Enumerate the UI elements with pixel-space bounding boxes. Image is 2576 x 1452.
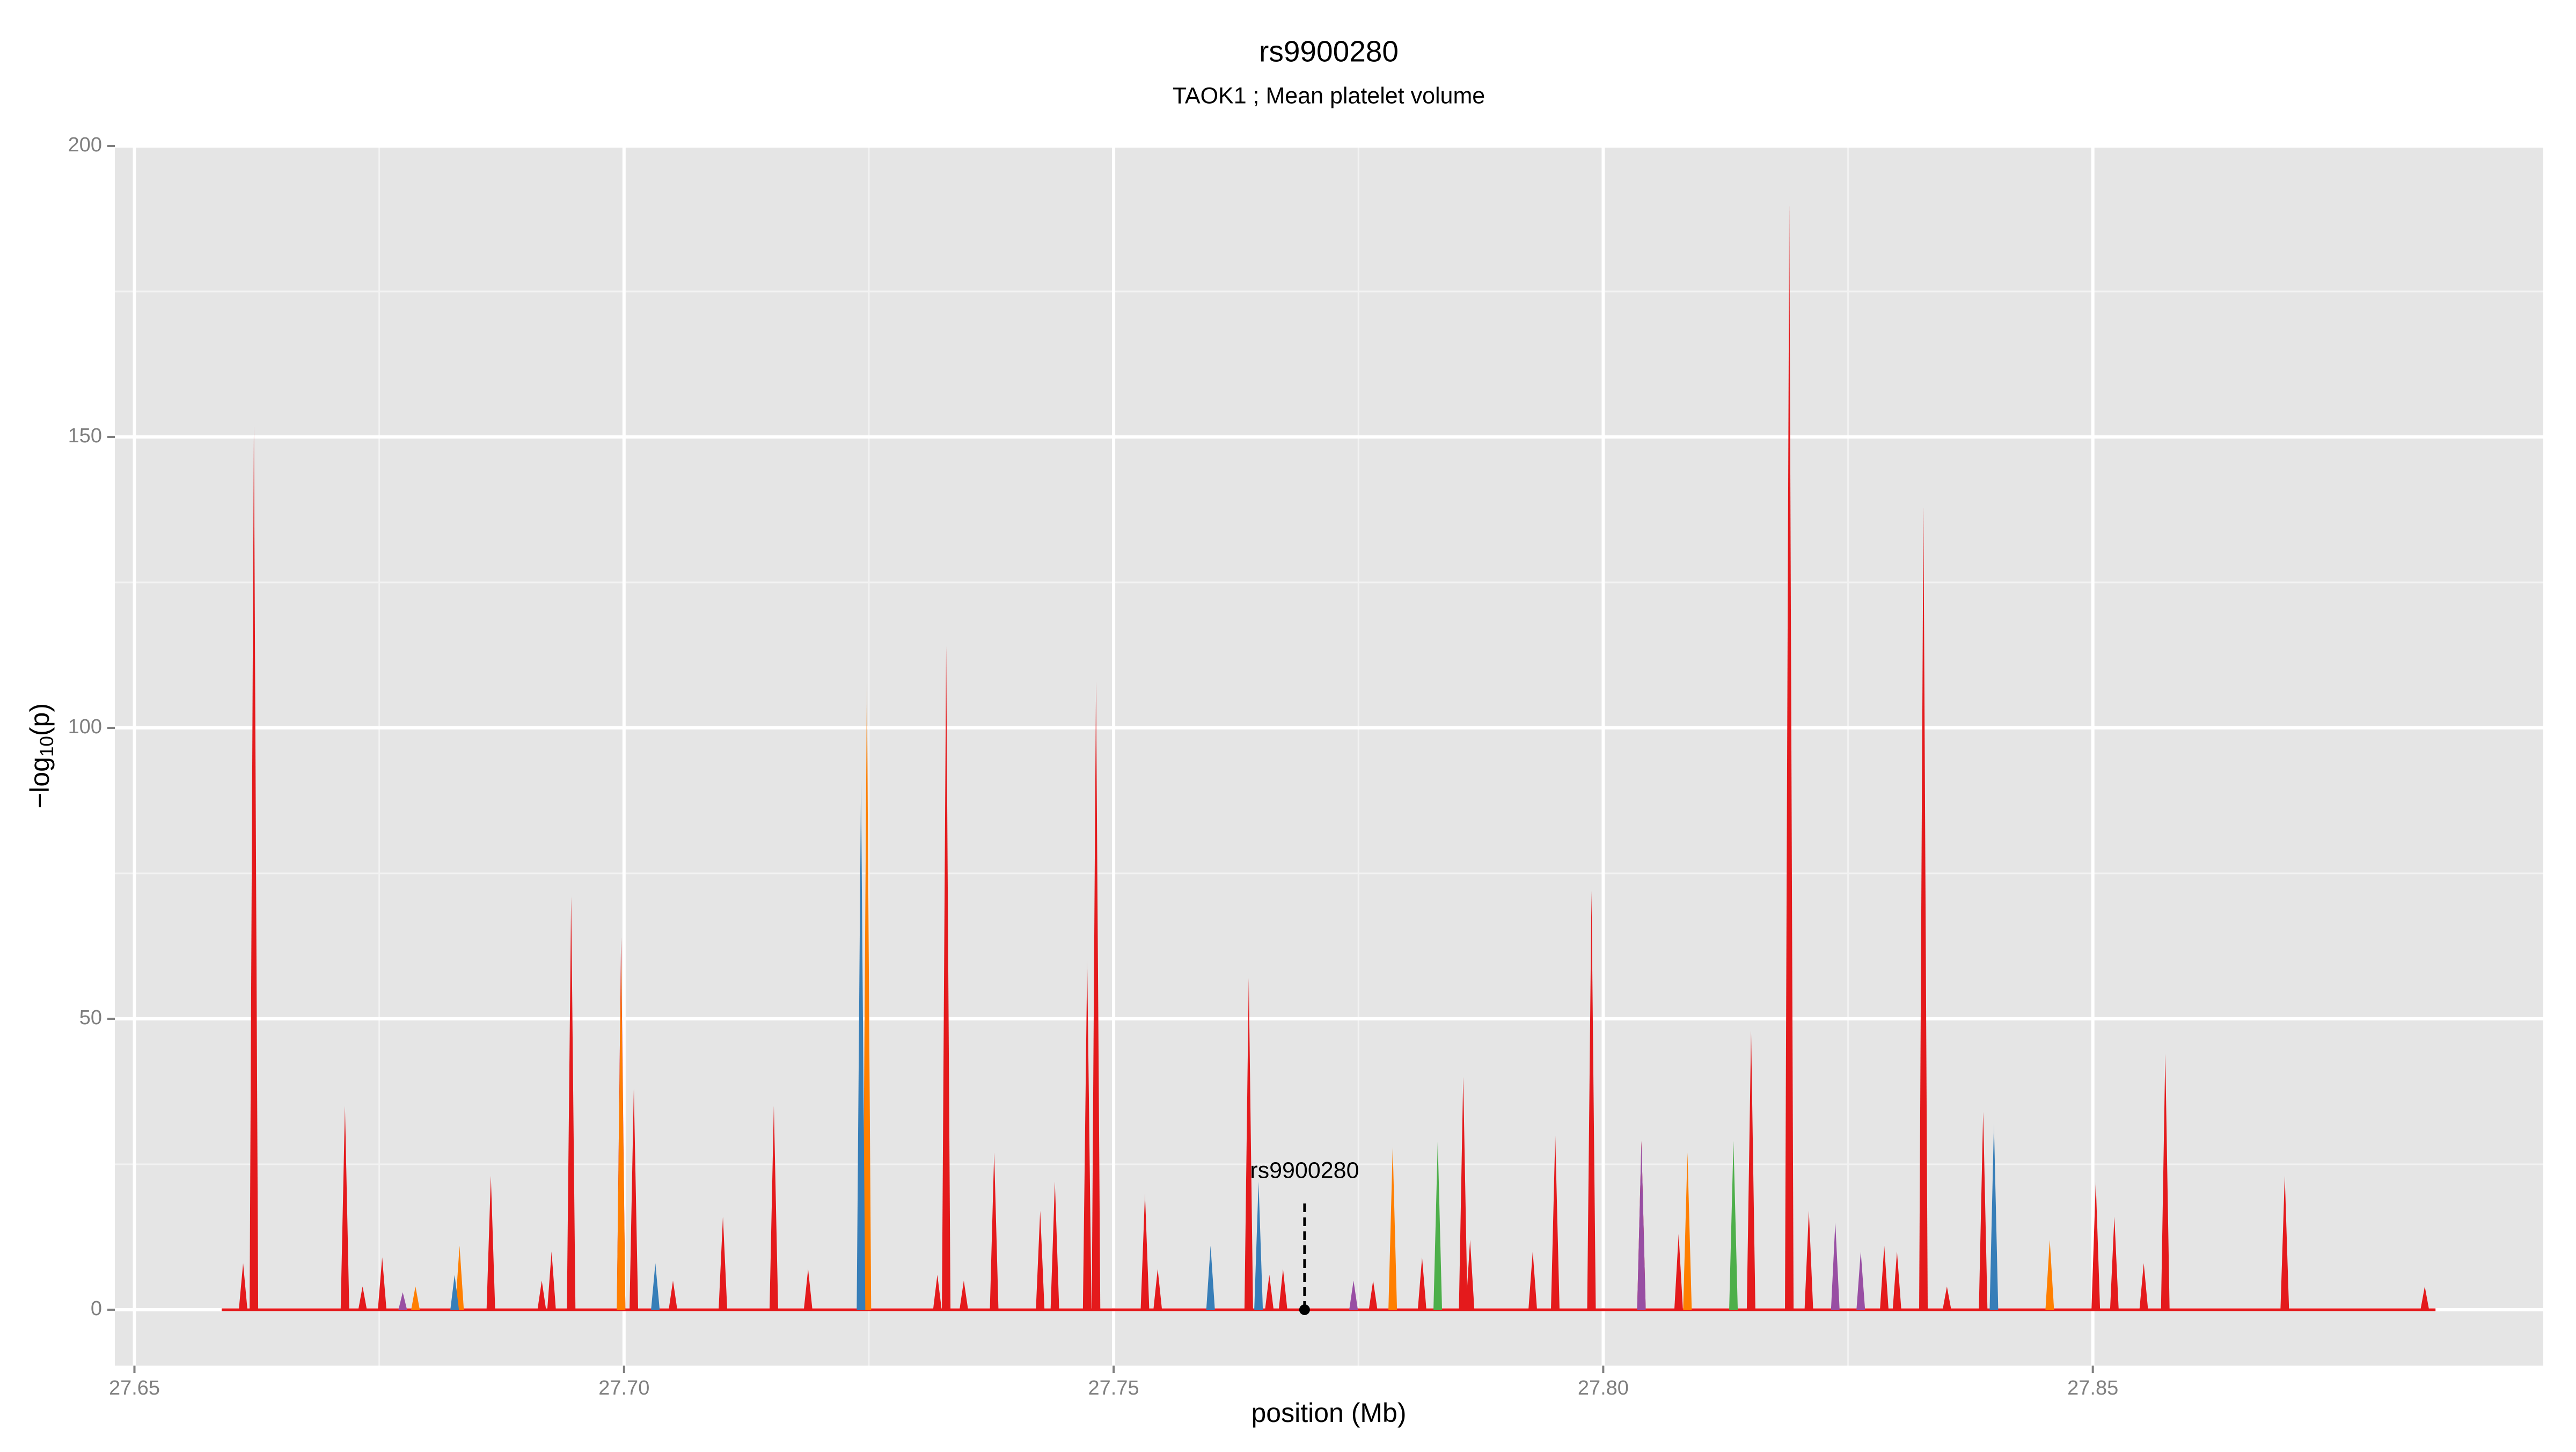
peak (358, 1286, 367, 1310)
peak (669, 1280, 678, 1310)
y-axis-label: −log10(p) (25, 703, 57, 808)
x-axis-label: position (Mb) (1252, 1398, 1407, 1428)
y-label-base: −log (25, 757, 55, 808)
peak (1637, 1141, 1646, 1310)
peak (1433, 1141, 1443, 1310)
peak (1459, 1077, 1468, 1310)
peak (1919, 507, 1928, 1310)
x-tick-label: 27.85 (2067, 1377, 2118, 1399)
peak (959, 1280, 968, 1310)
peak (1746, 1030, 1755, 1310)
peak (1206, 1245, 1215, 1310)
peak (1265, 1274, 1274, 1310)
peak (1683, 1152, 1692, 1310)
peak (862, 681, 872, 1310)
peak (378, 1257, 387, 1310)
peak (1466, 1239, 1475, 1310)
peak (1831, 1222, 1840, 1310)
peak (1729, 1141, 1738, 1310)
y-tick-label: 150 (68, 425, 102, 447)
annotation-point (1299, 1304, 1310, 1315)
peak (1856, 1251, 1865, 1310)
peak (630, 1089, 639, 1310)
y-label-sub: 10 (36, 736, 57, 757)
peak (2280, 1176, 2289, 1310)
x-tick-label: 27.70 (598, 1377, 649, 1399)
x-tick-label: 27.65 (109, 1377, 160, 1399)
peak (1349, 1280, 1358, 1310)
peak (1989, 1123, 1999, 1310)
peak (455, 1245, 464, 1310)
peak (239, 1263, 248, 1310)
peak (1092, 681, 1101, 1310)
y-tick-label: 100 (68, 716, 102, 738)
peak (398, 1292, 407, 1310)
peak (486, 1176, 495, 1310)
peak (1050, 1181, 1059, 1310)
peak (1388, 1147, 1397, 1310)
axes: 27.65 27.70 27.75 27.80 27.85 0 50 100 150 200 (68, 134, 2119, 1399)
peak (1036, 1210, 1045, 1310)
annotation-label: rs9900280 (1250, 1157, 1359, 1183)
peak (990, 1152, 999, 1310)
peak (942, 646, 951, 1310)
peak (1153, 1269, 1162, 1310)
peak (1880, 1245, 1889, 1310)
peak (803, 1269, 813, 1310)
peak (1082, 960, 1092, 1310)
peak (250, 425, 259, 1310)
peak (450, 1274, 459, 1310)
peak (1254, 1181, 1263, 1310)
peak (2045, 1239, 2054, 1310)
peak (1892, 1251, 1901, 1310)
peak (547, 1251, 556, 1310)
peak (1785, 204, 1794, 1310)
x-tick-label: 27.75 (1088, 1377, 1139, 1399)
marks: rs9900280 (222, 204, 2436, 1315)
peak (2161, 1053, 2170, 1310)
peak (1804, 1210, 1813, 1310)
y-tick-label: 0 (91, 1297, 102, 1320)
peak (567, 896, 576, 1310)
peak (2091, 1181, 2101, 1310)
peak (1140, 1193, 1150, 1310)
peak (2139, 1263, 2148, 1310)
peak (2420, 1286, 2429, 1310)
peak (933, 1274, 942, 1310)
x-tick-label: 27.80 (1578, 1377, 1629, 1399)
peak (1674, 1234, 1683, 1310)
peak (719, 1216, 728, 1310)
chart-title: rs9900280 (1259, 35, 1399, 68)
peak (411, 1286, 420, 1310)
y-label-tail: (p) (25, 703, 55, 736)
peak (1528, 1251, 1538, 1310)
peak (340, 1106, 349, 1310)
peak (1417, 1257, 1426, 1310)
peak (1942, 1286, 1951, 1310)
peak (857, 780, 866, 1310)
peak (1244, 978, 1253, 1310)
plot-panel (115, 146, 2543, 1366)
y-tick-label: 50 (79, 1006, 102, 1029)
peak (1550, 1135, 1560, 1310)
peak (1587, 891, 1596, 1310)
peak (537, 1280, 546, 1310)
peak (1368, 1280, 1378, 1310)
y-tick-label: 200 (68, 134, 102, 156)
chart-subtitle: TAOK1 ; Mean platelet volume (1173, 83, 1485, 108)
peak (651, 1263, 660, 1310)
peak (1979, 1112, 1988, 1310)
peak (769, 1106, 778, 1310)
peak (2110, 1216, 2119, 1310)
peak (1278, 1269, 1287, 1310)
peak (617, 960, 626, 1310)
